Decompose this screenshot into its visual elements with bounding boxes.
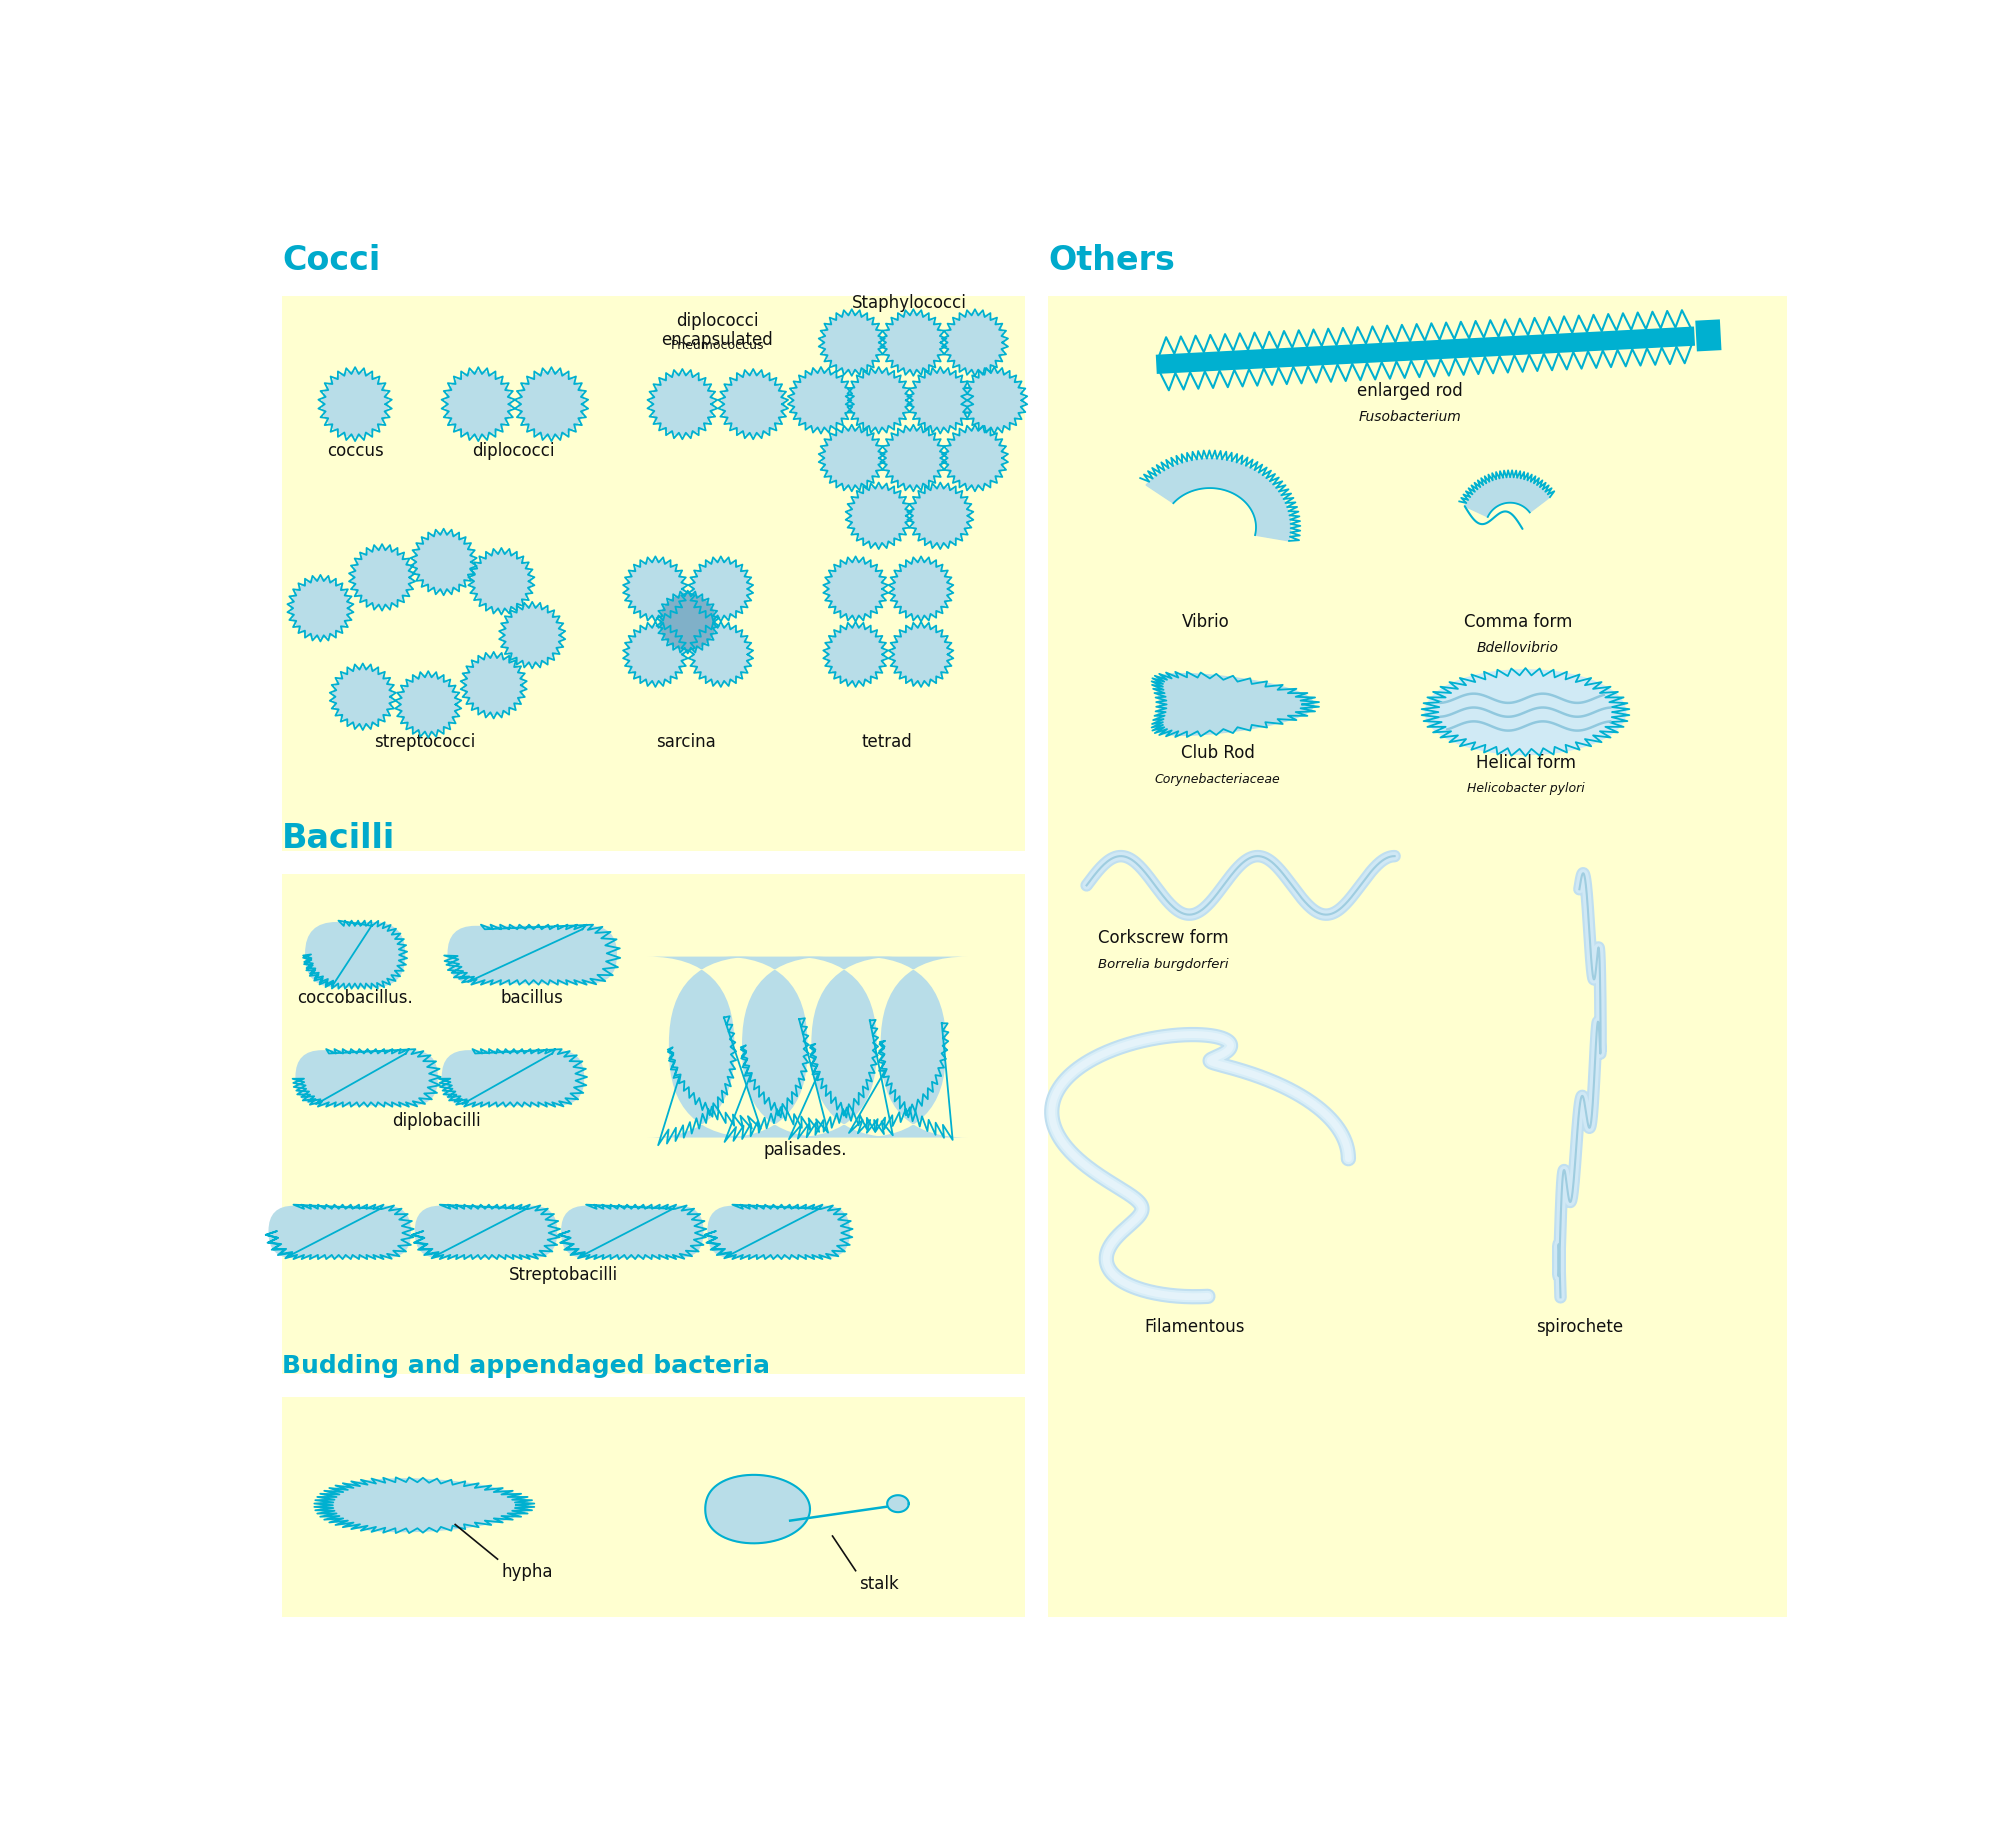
Circle shape [352, 549, 412, 606]
Circle shape [398, 676, 458, 733]
Text: enlarged rod: enlarged rod [1358, 382, 1462, 401]
Text: Vibrio: Vibrio [1182, 613, 1230, 632]
Text: Filamentous: Filamentous [1144, 1319, 1244, 1335]
Text: diplococci
encapsulated: diplococci encapsulated [662, 312, 772, 349]
Text: Pneumococcus: Pneumococcus [670, 338, 764, 351]
Circle shape [826, 626, 884, 683]
Text: Corynebacteriaceae: Corynebacteriaceae [1154, 774, 1280, 787]
Circle shape [792, 371, 850, 430]
Text: diplococci: diplococci [472, 441, 554, 460]
FancyBboxPatch shape [414, 1206, 558, 1258]
Circle shape [884, 314, 942, 371]
Circle shape [692, 560, 750, 617]
Text: palisades.: palisades. [764, 1141, 848, 1158]
Text: Comma form: Comma form [1464, 613, 1572, 632]
Text: Fusobacterium: Fusobacterium [1358, 410, 1462, 425]
Text: Cocci: Cocci [282, 244, 380, 277]
Text: sarcina: sarcina [656, 733, 716, 750]
Text: stalk: stalk [860, 1574, 900, 1592]
Text: Borrelia burgdorferi: Borrelia burgdorferi [1098, 959, 1228, 972]
Bar [282, 1398, 1024, 1616]
Text: hypha: hypha [502, 1563, 552, 1581]
Polygon shape [1696, 320, 1722, 351]
FancyBboxPatch shape [268, 1206, 410, 1258]
Circle shape [626, 626, 684, 683]
FancyBboxPatch shape [562, 1206, 704, 1258]
Circle shape [660, 595, 716, 650]
Circle shape [518, 371, 584, 436]
Text: Corkscrew form: Corkscrew form [1098, 929, 1228, 948]
Text: Bdellovibrio: Bdellovibrio [1476, 641, 1558, 656]
Polygon shape [1464, 477, 1550, 517]
Circle shape [826, 560, 884, 617]
Circle shape [850, 371, 908, 430]
Circle shape [446, 371, 510, 436]
FancyBboxPatch shape [448, 925, 616, 984]
Text: bacillus: bacillus [500, 990, 564, 1007]
Text: Helicobacter pylori: Helicobacter pylori [1466, 783, 1584, 796]
Polygon shape [1156, 327, 1696, 373]
Circle shape [822, 429, 882, 488]
Circle shape [472, 552, 530, 611]
Polygon shape [1146, 458, 1290, 541]
Circle shape [692, 626, 750, 683]
Circle shape [892, 560, 950, 617]
Text: Helical form: Helical form [1476, 754, 1576, 772]
Text: coccobacillus.: coccobacillus. [298, 990, 412, 1007]
FancyBboxPatch shape [860, 957, 968, 1138]
Circle shape [892, 626, 950, 683]
Polygon shape [706, 1476, 810, 1544]
FancyBboxPatch shape [708, 1206, 850, 1258]
FancyBboxPatch shape [306, 922, 406, 988]
Bar [282, 296, 1024, 851]
Circle shape [850, 486, 908, 545]
FancyBboxPatch shape [720, 957, 828, 1138]
Ellipse shape [888, 1496, 908, 1513]
Circle shape [292, 578, 350, 637]
Circle shape [502, 606, 562, 665]
Circle shape [464, 656, 522, 715]
Text: coccus: coccus [326, 441, 384, 460]
Circle shape [964, 371, 1024, 430]
Circle shape [334, 667, 392, 726]
Text: spirochete: spirochete [1536, 1319, 1622, 1335]
Circle shape [946, 314, 1004, 371]
FancyBboxPatch shape [790, 957, 898, 1138]
Bar [1048, 296, 1788, 1616]
FancyBboxPatch shape [442, 1051, 584, 1106]
Text: Budding and appendaged bacteria: Budding and appendaged bacteria [282, 1354, 770, 1378]
Circle shape [722, 373, 784, 436]
Circle shape [652, 373, 714, 436]
Circle shape [912, 486, 970, 545]
Text: Bacilli: Bacilli [282, 822, 396, 855]
FancyBboxPatch shape [648, 957, 756, 1138]
Ellipse shape [1426, 670, 1626, 754]
Circle shape [414, 532, 472, 591]
Text: streptococci: streptococci [374, 733, 476, 750]
Circle shape [912, 371, 970, 430]
Bar [282, 874, 1024, 1374]
Circle shape [322, 371, 388, 436]
Circle shape [822, 314, 882, 371]
FancyBboxPatch shape [296, 1051, 438, 1106]
Text: Staphylococci: Staphylococci [852, 294, 966, 312]
Circle shape [946, 429, 1004, 488]
Text: Club Rod: Club Rod [1180, 744, 1254, 763]
Polygon shape [320, 1479, 528, 1531]
Text: diplobacilli: diplobacilli [392, 1112, 480, 1130]
Text: Streptobacilli: Streptobacilli [508, 1267, 618, 1284]
Circle shape [626, 560, 684, 617]
Polygon shape [1156, 674, 1314, 735]
Text: tetrad: tetrad [862, 733, 912, 750]
Circle shape [884, 429, 942, 488]
Text: Others: Others [1048, 244, 1174, 277]
